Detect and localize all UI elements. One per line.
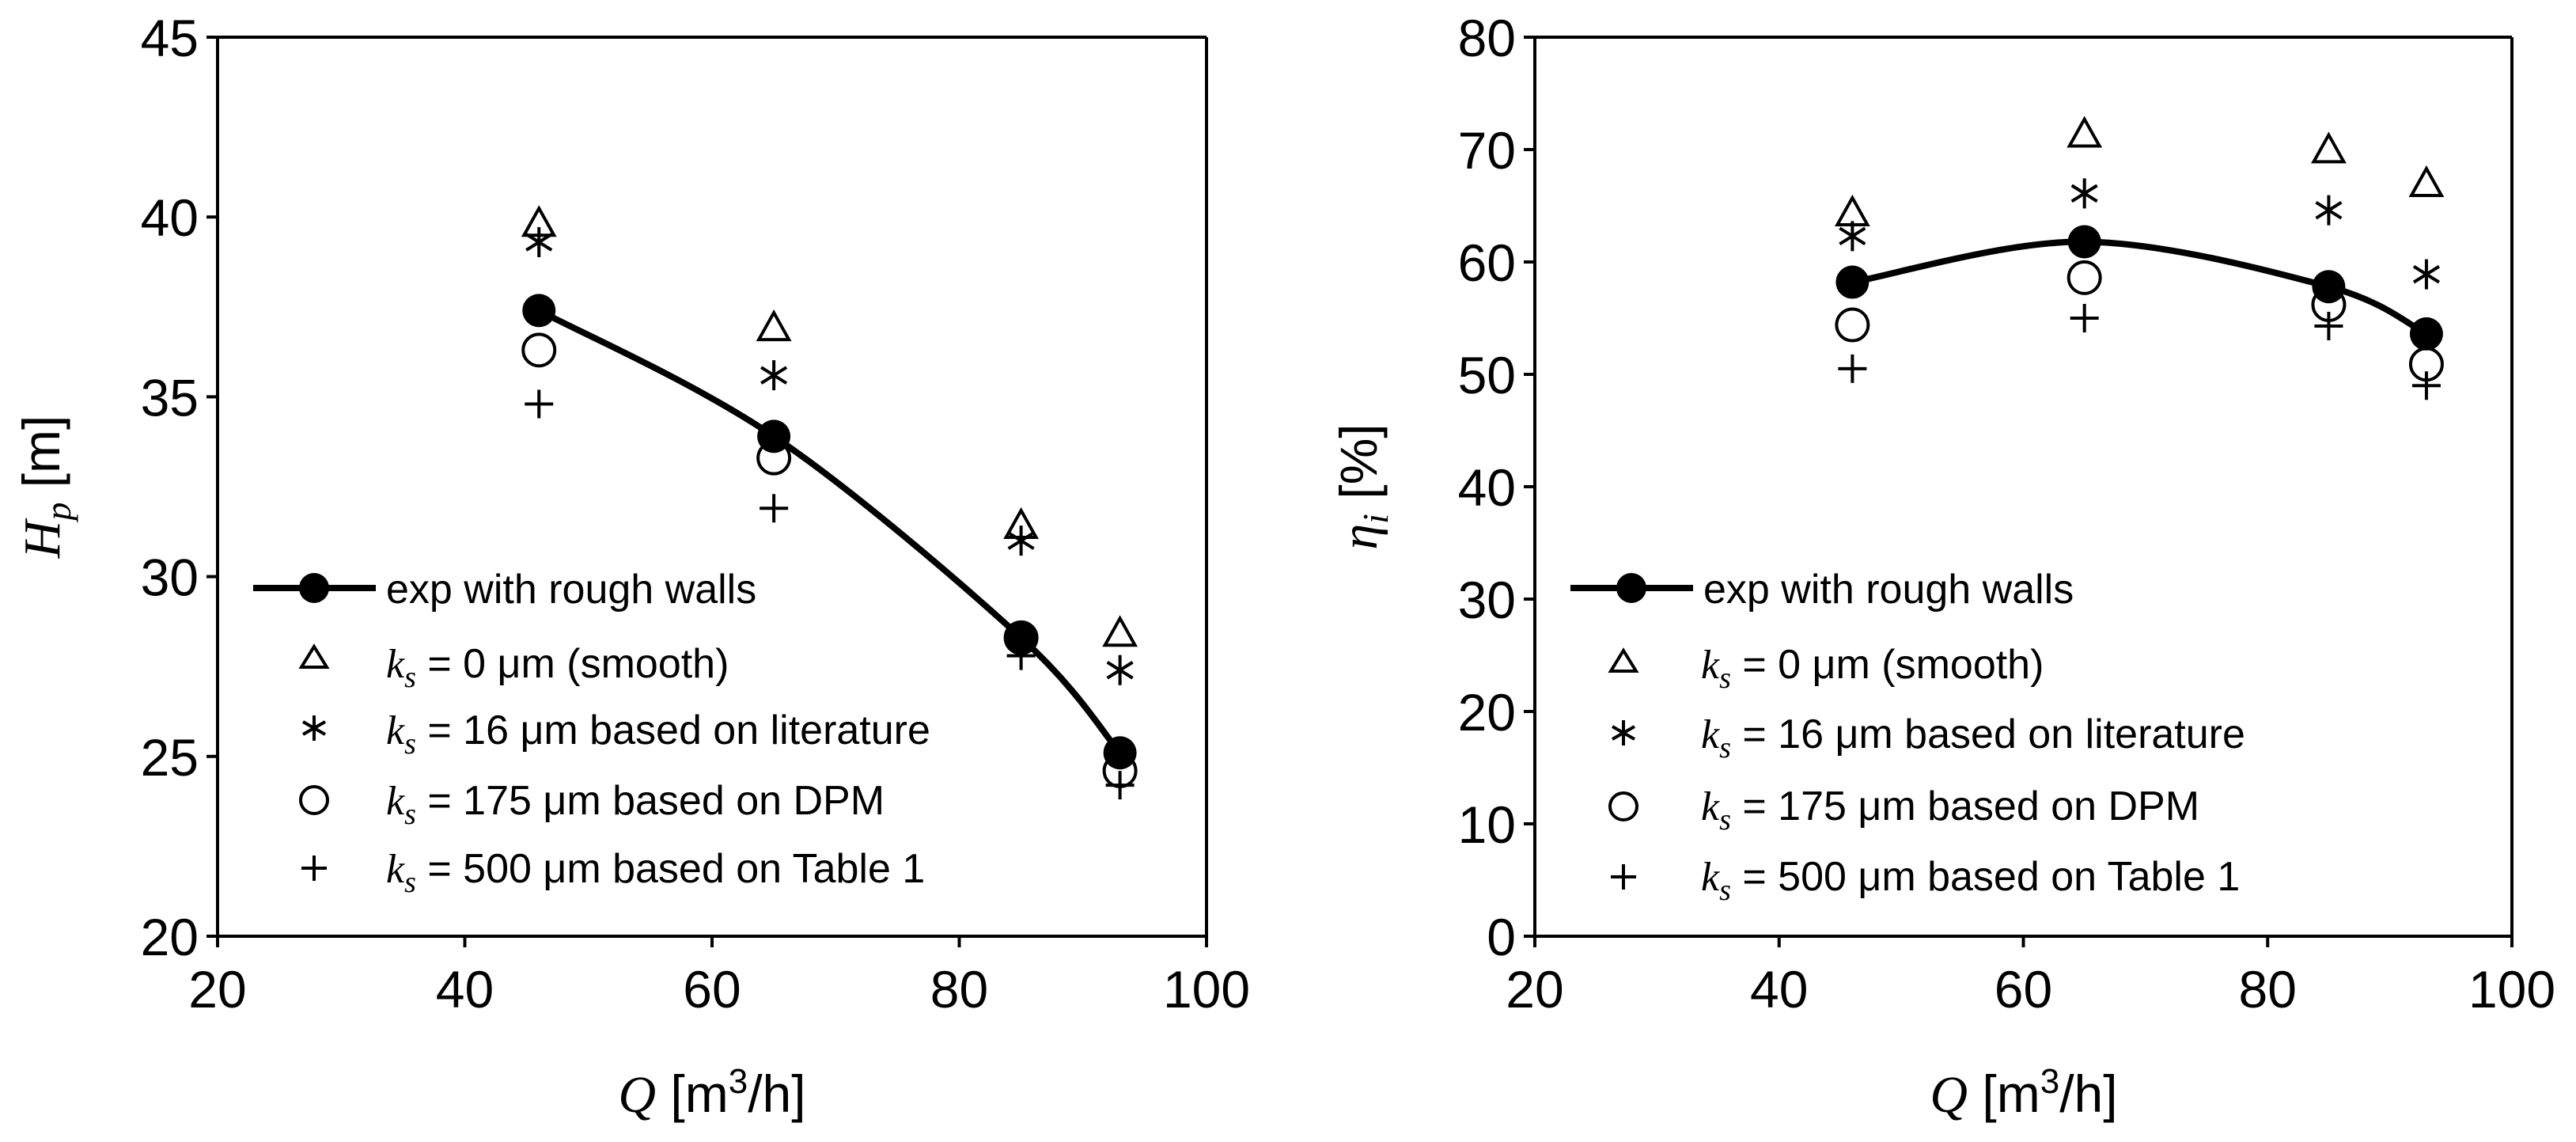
efficiency-point-triangle: [1834, 194, 1870, 226]
head-y-tick-label: 40: [141, 188, 199, 247]
efficiency-y-tick-label: 50: [1458, 346, 1516, 404]
svg-text:ks = 175 μm based on DPM: ks = 175 μm based on DPM: [386, 778, 885, 831]
head-y-tick-label: 35: [141, 368, 199, 427]
head-legend: exp with rough walls ks = 0 μm (smooth) …: [253, 567, 930, 899]
head-point-open-circle: [756, 440, 792, 476]
head-point-open-circle: [521, 332, 557, 368]
head-plot-area: [521, 205, 1138, 800]
svg-text:ks = 16 μm based on literature: ks = 16 μm based on literature: [1701, 711, 2245, 764]
efficiency-legend-literature: ks = 16 μm based on literature: [1612, 711, 2245, 764]
efficiency-point-triangle: [2408, 165, 2445, 198]
efficiency-point-asterisk: [1839, 221, 1866, 252]
head-point-asterisk: [1007, 525, 1035, 556]
efficiency-y-axis-title: ηi [%]: [1329, 423, 1396, 549]
efficiency-point-filled-circle: [2067, 225, 2101, 259]
svg-text:ks = 500 μm based on Table 1: ks = 500 μm based on Table 1: [386, 846, 925, 899]
efficiency-y-tick-label: 10: [1458, 795, 1516, 854]
efficiency-point-filled-circle: [2409, 317, 2443, 351]
head-point-plus: [1105, 771, 1135, 800]
efficiency-y-tick-label: 70: [1458, 121, 1516, 180]
head-point-triangle: [756, 309, 792, 342]
svg-text:ks = 0 μm (smooth): ks = 0 μm (smooth): [1701, 642, 2044, 695]
svg-text:exp with rough walls: exp with rough walls: [1703, 567, 2074, 613]
efficiency-y-tick-label: 20: [1458, 683, 1516, 742]
efficiency-ticks: 20 40 60 80 100 0 10 20 30 40 50 60 70 80: [1458, 9, 2555, 1019]
efficiency-point-filled-circle: [1835, 265, 1869, 299]
head-x-tick-label: 80: [930, 960, 988, 1019]
head-point-plus: [1006, 641, 1036, 670]
efficiency-y-tick-label: 30: [1458, 571, 1516, 629]
efficiency-x-tick-label: 80: [2239, 960, 2297, 1019]
head-y-tick-label: 25: [141, 728, 199, 787]
svg-text:ks = 0 μm (smooth): ks = 0 μm (smooth): [386, 641, 729, 694]
head-y-tick-label: 45: [141, 9, 199, 67]
efficiency-x-tick-label: 60: [1995, 960, 2052, 1019]
head-point-asterisk: [525, 227, 553, 258]
svg-text:exp with rough walls: exp with rough walls: [386, 567, 756, 613]
efficiency-y-tick-label: 60: [1458, 233, 1516, 292]
head-x-tick-label: 20: [188, 960, 246, 1019]
efficiency-point-plus: [2314, 311, 2343, 340]
svg-text:ks = 175 μm based on DPM: ks = 175 μm based on DPM: [1701, 783, 2199, 837]
efficiency-point-open-circle: [2066, 260, 2102, 295]
efficiency-legend-exp: exp with rough walls: [1570, 567, 2074, 613]
efficiency-x-tick-label: 100: [2468, 960, 2555, 1019]
head-x-tick-label: 100: [1163, 960, 1250, 1019]
efficiency-point-plus: [2411, 371, 2441, 400]
efficiency-legend-table: ks = 500 μm based on Table 1: [1611, 854, 2240, 907]
head-legend-table: ks = 500 μm based on Table 1: [301, 846, 925, 899]
efficiency-y-tick-label: 0: [1487, 908, 1516, 966]
efficiency-point-filled-circle: [2312, 270, 2346, 304]
head-point-asterisk: [1106, 654, 1134, 685]
efficiency-x-axis-title: Q [m3/h]: [1930, 1062, 2117, 1124]
efficiency-legend-smooth: ks = 0 μm (smooth): [1608, 642, 2044, 695]
head-x-axis-title: Q [m3/h]: [618, 1062, 805, 1124]
head-x-tick-label: 40: [436, 960, 494, 1019]
efficiency-x-tick-label: 40: [1750, 960, 1808, 1019]
efficiency-point-triangle: [2311, 131, 2347, 164]
efficiency-y-tick-label: 40: [1458, 458, 1516, 517]
efficiency-point-asterisk: [2315, 195, 2343, 226]
head-y-axis-title: Hp [m]: [12, 415, 78, 560]
head-y-tick-label: 20: [141, 908, 199, 966]
efficiency-legend: exp with rough walls ks = 0 μm (smooth) …: [1570, 567, 2245, 907]
head-legend-exp: exp with rough walls: [253, 567, 756, 613]
head-point-plus: [525, 389, 554, 419]
svg-text:ks = 500 μm based on Table 1: ks = 500 μm based on Table 1: [1701, 854, 2240, 907]
head-legend-dpm: ks = 175 μm based on DPM: [299, 778, 885, 831]
efficiency-point-asterisk: [2070, 178, 2098, 209]
efficiency-y-tick-label: 80: [1458, 9, 1516, 67]
efficiency-point-open-circle: [1835, 307, 1870, 343]
head-point-filled-circle: [522, 294, 556, 328]
svg-text:ks = 16 μm based on literature: ks = 16 μm based on literature: [386, 708, 930, 761]
efficiency-plot-area: [1834, 116, 2445, 400]
head-exp-curve: [537, 307, 1123, 755]
efficiency-point-plus: [1838, 354, 1867, 383]
head-legend-literature: ks = 16 μm based on literature: [302, 708, 930, 761]
head-legend-smooth: ks = 0 μm (smooth): [298, 641, 729, 694]
efficiency-x-tick-label: 20: [1506, 960, 1563, 1019]
efficiency-point-plus: [2070, 304, 2099, 332]
head-point-asterisk: [760, 360, 788, 391]
head-point-filled-circle: [1103, 736, 1137, 770]
head-y-tick-label: 30: [141, 548, 199, 607]
head-point-filled-circle: [1004, 620, 1038, 654]
head-point-triangle: [1102, 615, 1138, 647]
efficiency-chart: 20 40 60 80 100 0 10 20 30 40 50 60 70 80 ηi [%] Q [m…: [1329, 9, 2555, 1124]
head-ticks: 20 40 60 80 100 20 25 30 35 40 45: [141, 9, 1250, 1019]
efficiency-point-asterisk: [2412, 259, 2440, 290]
efficiency-legend-dpm: ks = 175 μm based on DPM: [1608, 783, 2199, 837]
head-x-tick-label: 60: [683, 960, 741, 1019]
efficiency-point-triangle: [2066, 116, 2103, 148]
head-point-plus: [760, 494, 789, 523]
efficiency-exp-curve: [1851, 238, 2428, 337]
